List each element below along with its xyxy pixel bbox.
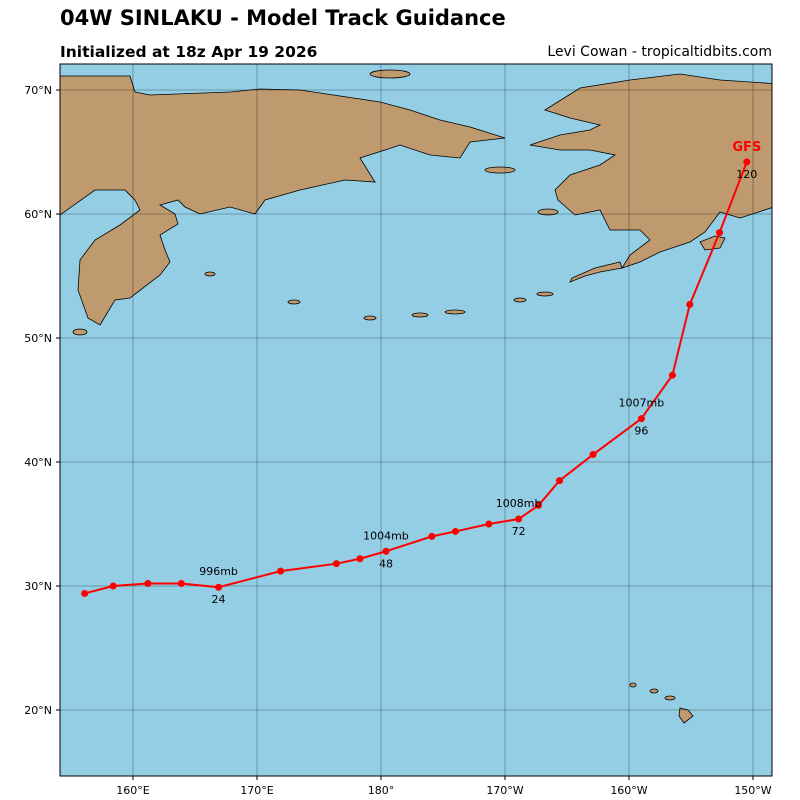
island-hawaii-kauai xyxy=(629,682,637,688)
lat-tick-label: 40°N xyxy=(24,456,52,469)
pressure-label: 1004mb xyxy=(363,529,409,542)
track-point xyxy=(668,371,676,379)
gridlines xyxy=(60,64,772,776)
island xyxy=(204,271,216,277)
track-point xyxy=(428,532,436,540)
lon-tick-label: 150°W xyxy=(734,784,771,797)
lon-tick-label: 170°E xyxy=(240,784,273,797)
track-point xyxy=(743,158,751,166)
model-label: GFS xyxy=(732,140,761,155)
lon-tick-label: 180° xyxy=(368,784,395,797)
island-hawaii-oahu xyxy=(649,688,659,694)
track-point xyxy=(589,451,597,459)
track-point xyxy=(534,501,542,509)
lat-tick-label: 60°N xyxy=(24,208,52,221)
track-point xyxy=(382,547,390,555)
island xyxy=(536,291,554,297)
land-siberia xyxy=(60,75,506,326)
lon-tick-label: 170°W xyxy=(486,784,523,797)
map-frame xyxy=(59,63,773,777)
forecast-hour-label: 72 xyxy=(512,525,526,538)
land xyxy=(60,69,772,724)
island-hawaii-maui xyxy=(664,695,676,701)
chart-title: 04W SINLAKU - Model Track Guidance xyxy=(60,6,506,30)
track-point xyxy=(109,582,117,590)
island xyxy=(537,208,559,216)
track-point xyxy=(144,580,152,588)
island xyxy=(363,315,377,321)
island xyxy=(513,297,527,303)
forecast-hour-label: 96 xyxy=(634,425,648,438)
island xyxy=(369,69,411,79)
track-point xyxy=(215,583,223,591)
pressure-label: 1008mb xyxy=(496,497,542,510)
lat-tick-label: 70°N xyxy=(24,84,52,97)
credit: Levi Cowan - tropicaltidbits.com xyxy=(547,44,772,60)
gfs-track: 996mb 24 1004mb 48 1008mb 72 1007mb 96 120 GFS xyxy=(81,140,761,606)
island xyxy=(72,328,88,336)
forecast-hour-label: 120 xyxy=(736,168,757,181)
lat-tick-label: 30°N xyxy=(24,580,52,593)
island xyxy=(444,309,466,315)
lat-tick-label: 50°N xyxy=(24,332,52,345)
island xyxy=(484,166,516,174)
lon-tick-label: 160°E xyxy=(116,784,149,797)
track-point xyxy=(356,555,364,563)
lon-tick-label: 160°W xyxy=(610,784,647,797)
track-point xyxy=(716,229,724,237)
track-point xyxy=(81,589,89,597)
init-time: Initialized at 18z Apr 19 2026 xyxy=(60,43,318,61)
pressure-label: 996mb xyxy=(199,565,238,578)
land-alaska-peninsula xyxy=(569,261,623,283)
island-hawaii-big xyxy=(678,707,694,724)
pressure-label: 1007mb xyxy=(619,397,665,410)
forecast-hour-label: 24 xyxy=(212,593,226,606)
track-point xyxy=(556,477,564,485)
track-point xyxy=(277,567,285,575)
track-point xyxy=(637,415,645,423)
track-point xyxy=(332,560,340,568)
forecast-hour-label: 48 xyxy=(379,557,393,570)
track-point xyxy=(515,515,523,523)
track-point xyxy=(485,520,493,528)
track-point xyxy=(177,580,185,588)
land-alaska xyxy=(529,73,772,269)
island xyxy=(411,312,429,318)
land-kodiak xyxy=(699,235,726,251)
island xyxy=(287,299,301,305)
axis-ticks: 160°E 170°E 180° 170°W 160°W 150°W 70°N 60°N 50°… xyxy=(24,84,772,797)
track-point xyxy=(451,527,459,535)
track-point xyxy=(686,301,694,309)
lat-tick-label: 20°N xyxy=(24,704,52,717)
